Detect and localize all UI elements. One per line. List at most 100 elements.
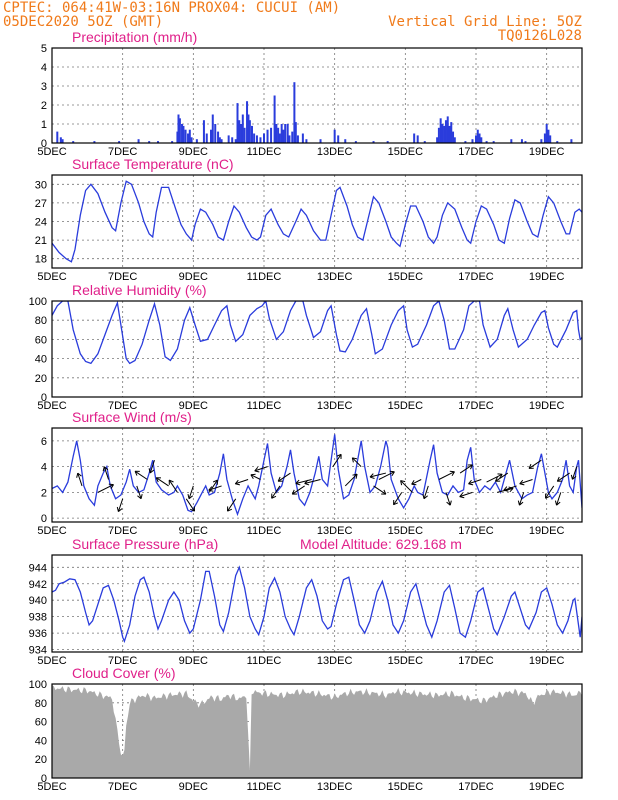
wind-arrow: [227, 498, 237, 512]
precip-bar: [187, 133, 190, 143]
x-tick-label: 5DEC: [37, 146, 66, 158]
x-tick-label: 19DEC: [529, 781, 565, 793]
precip-bar: [259, 137, 262, 143]
precip-bar: [273, 95, 276, 143]
precip-bar: [205, 133, 208, 143]
precip-bar: [524, 141, 527, 143]
precip-bar: [278, 133, 281, 143]
y-tick-label: 4: [41, 462, 47, 474]
precip-bar: [475, 135, 477, 143]
wind-arrow: [411, 479, 422, 486]
precip-bar: [450, 122, 453, 143]
y-tick-label: 2: [41, 100, 47, 112]
wind-arrow: [554, 492, 562, 506]
wind-arrow: [517, 492, 525, 506]
panel-title: Surface Temperature (nC): [72, 156, 234, 172]
precip-bar: [250, 125, 253, 143]
precip-bar: [443, 125, 446, 143]
precip-bar: [305, 139, 308, 143]
x-tick-label: 17DEC: [458, 146, 494, 158]
cloud-cover-panel: 0 20 40 60 80 100 Cloud Cover (%) 5DEC 7DEC 9DEC 1…: [29, 665, 583, 793]
x-tick-label: 17DEC: [458, 525, 494, 537]
x-tick-label: 5DEC: [37, 525, 66, 537]
humidity-panel: 0 20 40 60 80 100 Relative Humidity (%) 5DEC 7DE…: [29, 282, 583, 412]
header-grid-info: Vertical Grid Line: 5OZ: [388, 14, 582, 30]
precip-bar: [476, 129, 479, 143]
x-tick-label: 13DEC: [317, 525, 353, 537]
precip-bar: [437, 127, 440, 143]
wind-arrow: [76, 472, 83, 487]
wind-arrow: [438, 470, 455, 480]
x-tick-label: 7DEC: [108, 400, 137, 412]
precip-bar: [556, 141, 559, 143]
x-tick-label: 15DEC: [388, 400, 424, 412]
x-tick-label: 13DEC: [317, 781, 353, 793]
x-tick-label: 17DEC: [458, 400, 494, 412]
precip-bar: [478, 133, 481, 143]
precip-bar: [182, 125, 185, 143]
wind-arrow: [295, 479, 312, 486]
x-tick-label: 17DEC: [458, 781, 494, 793]
wind-arrow: [148, 460, 155, 474]
precip-bar: [319, 139, 322, 143]
x-tick-label: 17DEC: [458, 655, 494, 667]
y-tick-label: 100: [29, 679, 47, 691]
precip-bar: [177, 114, 180, 143]
wind-series-line: [52, 434, 582, 517]
wind-arrow: [168, 479, 178, 493]
panel-title: Surface Wind (m/s): [72, 409, 192, 425]
precip-bar: [453, 137, 456, 143]
precip-bar: [171, 141, 174, 143]
precip-bar: [448, 125, 451, 143]
precip-bar: [266, 129, 269, 143]
y-tick-label: 20: [35, 373, 47, 385]
y-tick-label: 934: [29, 645, 47, 657]
cloud-cover-area: [52, 685, 582, 778]
wind-arrow: [344, 473, 358, 487]
precip-bar: [148, 141, 151, 143]
header-line-1: CPTEC: 064:41W-03:16N PROX04: CUCUI (AM): [3, 0, 340, 16]
precip-bar: [118, 141, 121, 143]
wind-arrow: [495, 472, 509, 482]
x-tick-label: 7DEC: [108, 781, 137, 793]
y-tick-label: 2: [41, 487, 47, 499]
x-tick-label: 11DEC: [247, 271, 282, 283]
y-tick-label: 24: [35, 217, 47, 229]
y-tick-label: 60: [35, 334, 47, 346]
precip-bar: [227, 135, 230, 143]
panel-title: Surface Pressure (hPa): [72, 536, 218, 552]
x-tick-label: 7DEC: [108, 146, 137, 158]
precip-bar: [56, 131, 59, 143]
precip-bar: [439, 118, 442, 143]
precip-bar: [540, 139, 543, 143]
precip-bar: [246, 101, 249, 143]
precip-bar: [231, 137, 234, 143]
precip-bar: [296, 135, 299, 143]
x-tick-label: 19DEC: [529, 146, 565, 158]
x-tick-label: 5DEC: [37, 271, 66, 283]
precip-bar: [344, 139, 347, 143]
precip-bar: [354, 141, 357, 143]
precip-bar: [471, 139, 474, 143]
precip-bar: [238, 120, 241, 143]
wind-arrow: [234, 479, 249, 486]
precip-bar: [520, 139, 523, 143]
x-tick-label: 19DEC: [529, 271, 565, 283]
wind-arrow: [400, 480, 413, 493]
wind-arrow: [468, 479, 482, 486]
x-tick-label: 13DEC: [317, 655, 353, 667]
precip-bar: [241, 114, 244, 143]
precip-bar: [157, 141, 159, 143]
precip-bar: [291, 131, 294, 143]
precip-bar: [202, 120, 205, 143]
precip-bar: [444, 120, 447, 143]
y-tick-label: 21: [35, 235, 47, 247]
y-tick-label: 936: [29, 628, 47, 640]
x-tick-label: 9DEC: [179, 146, 208, 158]
panel-frame: [51, 300, 583, 398]
y-tick-label: 940: [29, 595, 47, 607]
precip-bar: [253, 133, 256, 143]
panel-frame: [51, 47, 583, 144]
wind-arrow: [250, 473, 261, 480]
wind-arrow: [116, 498, 124, 513]
